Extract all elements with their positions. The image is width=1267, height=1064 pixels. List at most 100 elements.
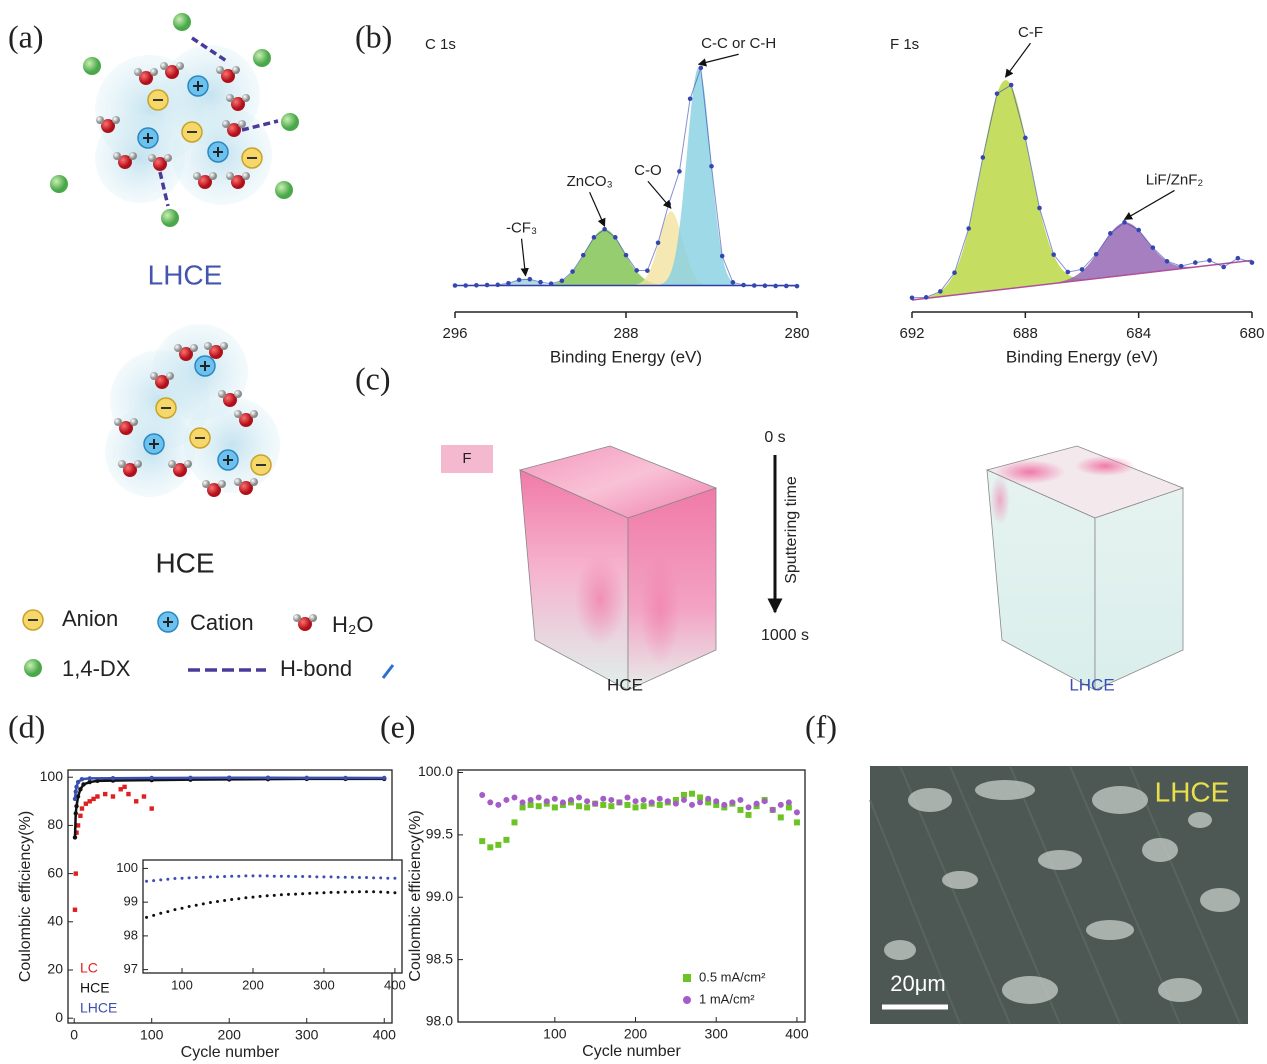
- legend-marker: [683, 996, 691, 1004]
- data-point: [751, 283, 757, 288]
- data-point: [357, 876, 361, 880]
- data-point: [551, 795, 558, 802]
- y-axis-label: Coulombic efficiency(%): [407, 810, 424, 981]
- data-point: [329, 890, 333, 894]
- data-point: [1235, 255, 1241, 261]
- data-point: [1249, 260, 1255, 265]
- data-point: [784, 283, 789, 289]
- data-point: [689, 801, 696, 808]
- y-tick-label: 99.0: [426, 888, 453, 904]
- data-point: [286, 892, 290, 896]
- peak-label: C-F: [1018, 24, 1043, 41]
- data-point: [729, 799, 736, 806]
- data-point: [237, 897, 241, 901]
- data-point: [511, 794, 518, 801]
- data-point: [372, 890, 376, 894]
- panel-label: (a): [8, 18, 44, 54]
- data-point: [322, 891, 326, 895]
- data-point: [134, 799, 139, 804]
- data-point: [173, 877, 177, 881]
- data-point: [194, 876, 198, 880]
- data-point: [672, 796, 679, 803]
- data-point: [308, 891, 312, 895]
- lhce-cube: [985, 445, 1185, 691]
- data-point: [519, 799, 526, 806]
- data-point: [95, 778, 100, 784]
- data-point: [74, 803, 79, 809]
- data-point: [386, 876, 390, 880]
- y-tick-label: 98.5: [426, 950, 453, 966]
- data-point: [322, 875, 326, 879]
- data-point: [506, 280, 511, 286]
- data-point: [543, 798, 550, 805]
- data-point: [680, 796, 687, 803]
- data-point: [159, 878, 163, 882]
- data-point: [580, 252, 586, 258]
- data-point: [188, 775, 193, 781]
- data-point: [149, 806, 154, 811]
- peak-label: ZnCO₃: [567, 173, 613, 190]
- data-point: [75, 823, 81, 828]
- chart-title: F 1s: [890, 36, 919, 53]
- time-axis-label: Sputtering time: [783, 476, 800, 584]
- data-point: [527, 796, 534, 803]
- data-point: [393, 891, 397, 895]
- data-point: [315, 875, 319, 879]
- series-line: [73, 777, 385, 838]
- data-point: [745, 811, 752, 818]
- sem-label: LHCE: [1155, 776, 1230, 807]
- data-point: [567, 796, 574, 803]
- data-point: [613, 235, 618, 240]
- peak-arrow: [697, 53, 739, 67]
- data-point: [952, 270, 957, 276]
- data-point: [602, 226, 607, 232]
- x-tick-label: 296: [442, 325, 467, 342]
- peak-label: C-O: [634, 162, 662, 179]
- data-point: [495, 801, 502, 808]
- data-point: [452, 283, 458, 288]
- time-start: 0 s: [764, 429, 785, 446]
- y-tick-label: 40: [47, 913, 63, 929]
- data-point: [719, 253, 725, 259]
- data-point: [535, 794, 542, 801]
- data-point: [379, 876, 383, 880]
- data-point: [83, 801, 89, 806]
- y-tick-label: 60: [47, 864, 63, 880]
- data-point: [265, 874, 269, 878]
- peak-arrow: [1123, 189, 1175, 220]
- x-tick-label: 688: [1013, 325, 1038, 342]
- data-point: [251, 874, 255, 878]
- data-point: [737, 806, 744, 813]
- data-point: [527, 276, 533, 282]
- data-point: [697, 794, 704, 801]
- data-point: [166, 877, 170, 881]
- data-point: [576, 794, 583, 801]
- x-axis-label: Cycle number: [181, 1044, 280, 1061]
- data-point: [95, 794, 100, 799]
- x-tick-label: 280: [784, 325, 809, 342]
- data-point: [237, 874, 241, 878]
- data-point: [785, 799, 792, 806]
- element-label: F: [462, 450, 471, 467]
- legend-label: Anion: [62, 606, 118, 631]
- data-point: [538, 279, 543, 285]
- panel-label: (d): [8, 708, 45, 744]
- legend-label: Cation: [190, 610, 254, 635]
- data-point: [600, 795, 607, 802]
- sample-label: HCE: [607, 675, 643, 694]
- data-point: [301, 892, 305, 896]
- data-point: [495, 282, 501, 288]
- x-tick-label: 100: [140, 1027, 164, 1043]
- legend-label: LC: [80, 960, 98, 976]
- data-point: [923, 295, 929, 300]
- data-point: [223, 875, 227, 879]
- data-point: [584, 804, 591, 811]
- data-point: [527, 801, 534, 808]
- data-point: [265, 894, 269, 898]
- data-point: [74, 830, 79, 835]
- data-point: [640, 803, 647, 810]
- data-point: [769, 806, 776, 813]
- panel-label: (f): [805, 708, 837, 744]
- data-point: [343, 890, 347, 894]
